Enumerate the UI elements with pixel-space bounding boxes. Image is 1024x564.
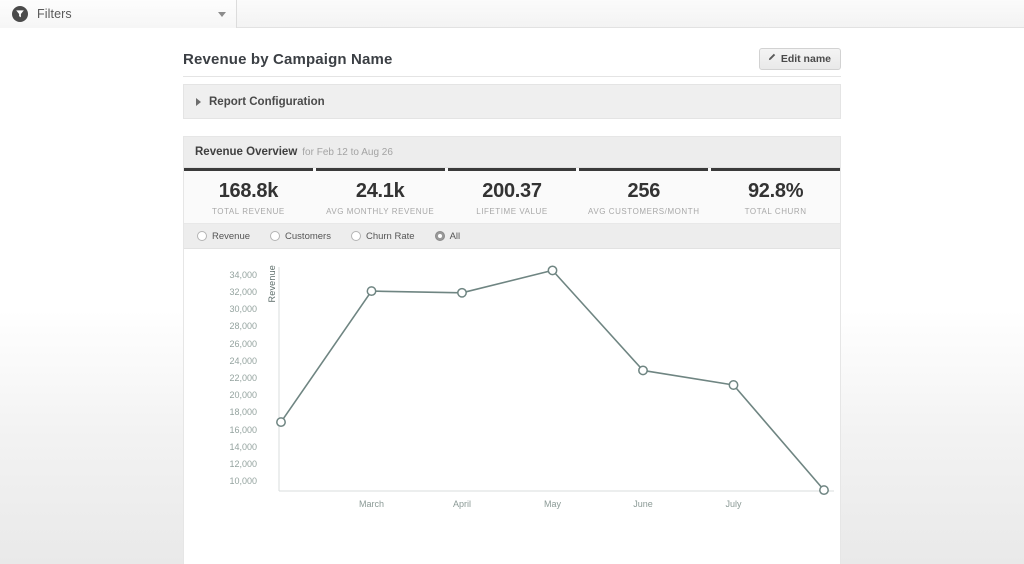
- revenue-overview-header: Revenue Overview for Feb 12 to Aug 26: [184, 137, 840, 168]
- radio-label: Customers: [285, 230, 331, 242]
- revenue-line-chart: Revenue 34,000 32,000 30,000 28,000 26,000 24…: [184, 249, 840, 564]
- kpi-label: AVG MONTHLY REVENUE: [326, 206, 435, 216]
- y-axis-tick-label: 32,000: [229, 286, 257, 297]
- data-point-marker[interactable]: [457, 287, 467, 298]
- kpi-value: 256: [627, 179, 661, 202]
- x-axis-tick-label: July: [725, 499, 742, 509]
- data-point-marker[interactable]: [547, 265, 558, 276]
- kpi-avg-customers-per-month: 256 AVG CUSTOMERS/MONTH: [579, 168, 709, 223]
- data-point-marker[interactable]: [366, 286, 377, 297]
- radio-customers[interactable]: Customers: [270, 231, 331, 242]
- x-axis-tick-label: April: [452, 499, 472, 509]
- kpi-label: LIFETIME VALUE: [476, 206, 548, 216]
- kpi-value: 24.1k: [355, 179, 405, 202]
- filters-label: Filters: [37, 7, 72, 21]
- y-axis-tick-label: 12,000: [229, 459, 257, 470]
- metric-radio-group: Revenue Customers Churn Rate All: [184, 224, 840, 249]
- filters-dropdown[interactable]: Filters: [0, 0, 237, 28]
- radio-churn-rate[interactable]: Churn Rate: [350, 230, 415, 242]
- report-page: Revenue by Campaign Name Edit name Repor…: [137, 28, 1024, 564]
- top-bar: Filters: [0, 0, 1024, 28]
- kpi-value: 168.8k: [218, 179, 279, 202]
- chevron-down-icon[interactable]: [218, 11, 226, 17]
- radio-dot: [270, 231, 281, 241]
- y-axis-tick-label: 10,000: [229, 476, 257, 487]
- pencil-icon: [767, 53, 776, 65]
- radio-label: Churn Rate: [365, 230, 415, 242]
- triangle-right-icon: [196, 97, 201, 106]
- y-axis-tick-label: 20,000: [229, 390, 257, 401]
- x-axis-tick-label: May: [543, 499, 562, 509]
- kpi-value: 92.8%: [747, 179, 804, 202]
- y-axis-tick-label: 34,000: [229, 269, 257, 280]
- kpi-total-churn: 92.8% TOTAL CHURN: [711, 168, 840, 223]
- radio-revenue[interactable]: Revenue: [197, 231, 250, 242]
- title-row: Revenue by Campaign Name Edit name: [183, 43, 841, 75]
- kpi-label: AVG CUSTOMERS/MONTH: [588, 206, 700, 216]
- radio-label: Revenue: [212, 230, 251, 242]
- y-axis-tick-label: 26,000: [229, 338, 257, 349]
- radio-all[interactable]: All: [434, 230, 461, 242]
- y-axis-tick-label: 30,000: [229, 304, 257, 315]
- y-axis-ticks: 34,000 32,000 30,000 28,000 26,000 24,000 22,0…: [209, 249, 257, 564]
- kpi-value: 200.37: [482, 179, 542, 202]
- edit-name-label: Edit name: [780, 53, 831, 65]
- y-axis-tick-label: 24,000: [229, 355, 257, 366]
- radio-dot: [350, 231, 361, 241]
- y-axis-tick-label: 28,000: [229, 321, 257, 332]
- kpi-avg-monthly-revenue: 24.1k AVG MONTHLY REVENUE: [315, 168, 445, 223]
- kpi-total-revenue: 168.8k TOTAL REVENUE: [184, 168, 313, 223]
- radio-dot-selected: [434, 231, 445, 241]
- data-point-marker[interactable]: [728, 380, 739, 390]
- kpi-strip: 168.8k TOTAL REVENUE 24.1k AVG MONTHLY R…: [184, 168, 840, 224]
- y-axis-tick-label: 18,000: [229, 407, 257, 418]
- x-axis-tick-label: March: [358, 499, 385, 509]
- data-point-marker[interactable]: [276, 417, 286, 428]
- revenue-overview-title: Revenue Overview: [195, 146, 298, 158]
- y-axis-tick-label: 22,000: [229, 373, 257, 383]
- radio-dot: [197, 231, 207, 241]
- kpi-label: TOTAL CHURN: [744, 206, 807, 216]
- y-axis-tick-label: 14,000: [229, 441, 257, 452]
- data-point-marker[interactable]: [819, 485, 829, 496]
- revenue-overview-date-range: for Feb 12 to Aug 26: [302, 146, 393, 158]
- y-axis-tick-label: 16,000: [229, 424, 257, 435]
- funnel-icon: [12, 6, 28, 22]
- title-divider: [183, 76, 841, 77]
- page-title: Revenue by Campaign Name: [183, 50, 393, 68]
- kpi-lifetime-value: 200.37 LIFETIME VALUE: [447, 168, 577, 223]
- radio-label: All: [449, 230, 461, 242]
- chart-plot-area: [276, 265, 834, 496]
- revenue-overview-panel: Revenue Overview for Feb 12 to Aug 26 16…: [183, 136, 841, 564]
- data-point-marker[interactable]: [638, 365, 648, 376]
- edit-name-button[interactable]: Edit name: [758, 48, 841, 70]
- report-configuration-section[interactable]: Report Configuration: [183, 84, 841, 119]
- report-configuration-label: Report Configuration: [209, 95, 325, 108]
- x-axis-tick-label: June: [633, 499, 653, 509]
- kpi-label: TOTAL REVENUE: [212, 206, 285, 216]
